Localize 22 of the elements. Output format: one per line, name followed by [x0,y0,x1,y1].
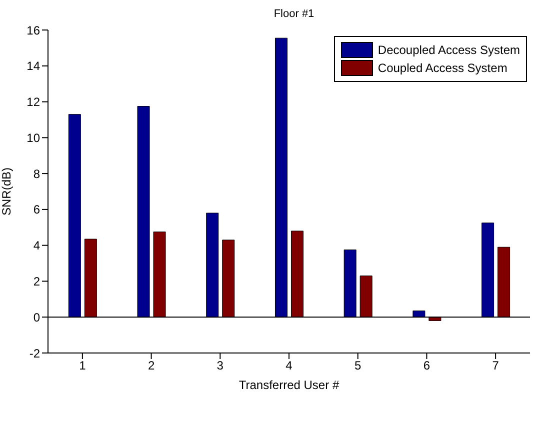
x-tick-label: 7 [492,358,500,373]
x-tick-label: 2 [148,358,155,373]
y-tick-label: 16 [26,23,40,38]
x-tick-label: 4 [286,358,293,373]
x-axis-title: Transferred User # [238,378,340,392]
legend-label: Decoupled Access System [378,43,520,57]
legend-label: Coupled Access System [378,61,508,75]
y-tick-label: 12 [26,95,40,110]
chart-title: Floor #1 [274,8,314,20]
y-tick-label: -2 [29,346,40,360]
y-tick-label: 8 [33,166,40,181]
y-axis-title: SNR(dB) [0,167,14,216]
y-tick-label: 14 [26,59,40,74]
x-tick-label: 6 [423,358,430,373]
x-tick-label: 1 [79,358,86,373]
y-tick-label: 6 [33,202,40,217]
x-tick-label: 3 [216,358,224,373]
y-tick-label: 0 [33,310,40,324]
y-tick-label: 4 [33,238,40,253]
y-tick-label: 2 [33,274,40,288]
x-tick-label: 5 [354,358,362,373]
y-tick-label: 10 [26,130,40,145]
